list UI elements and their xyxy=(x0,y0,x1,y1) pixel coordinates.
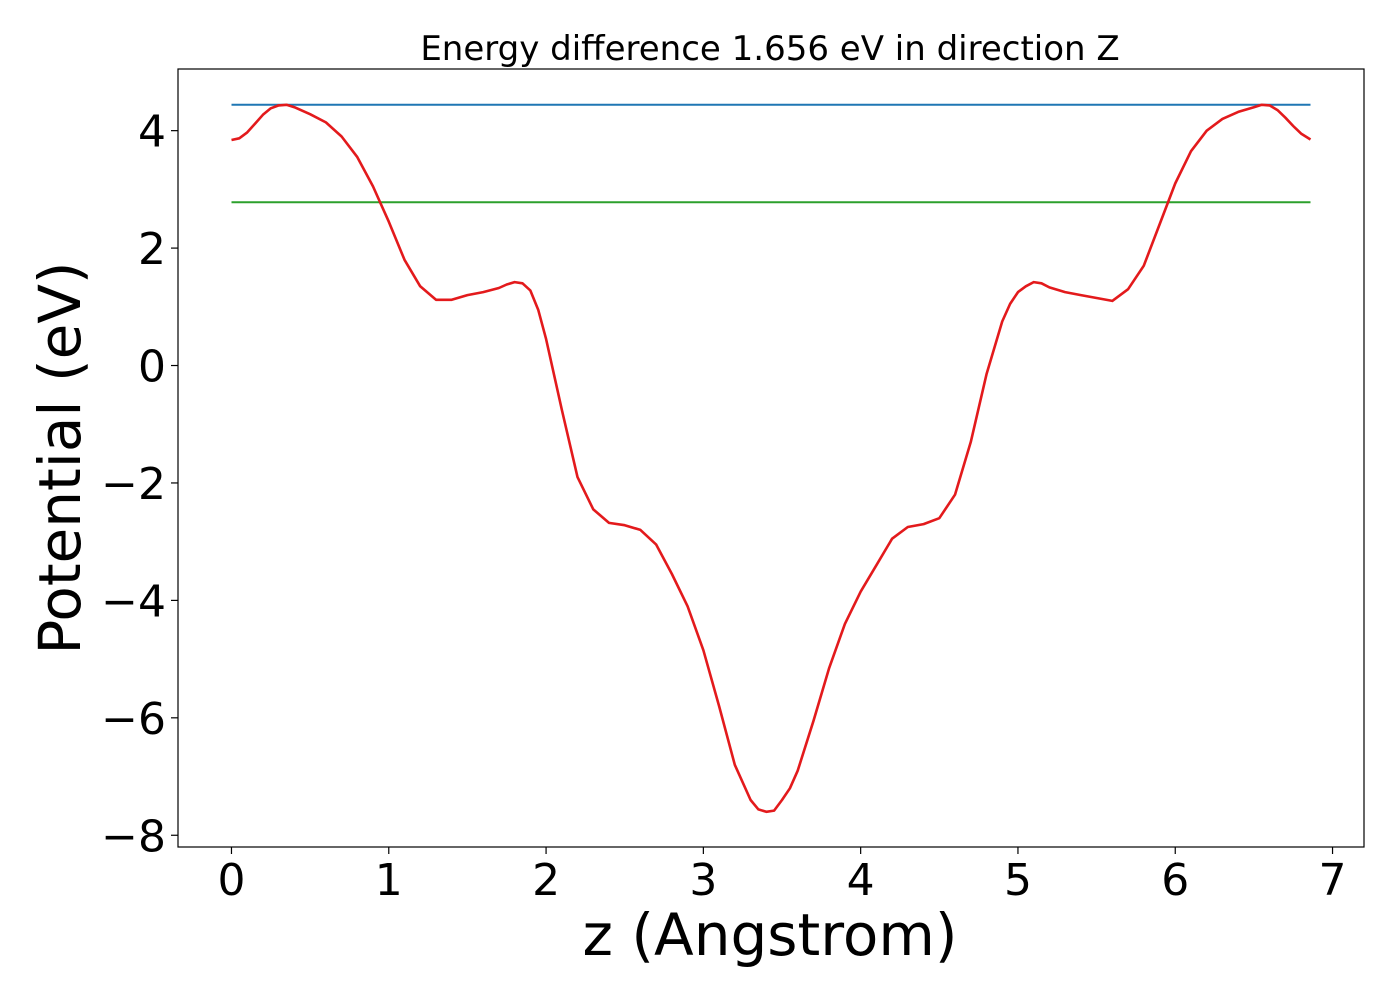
y-tick-label: 0 xyxy=(138,342,166,393)
x-tick-label: 7 xyxy=(1319,855,1347,906)
series-line-2 xyxy=(231,103,1312,814)
y-tick-label: 2 xyxy=(138,224,166,275)
y-tick-label: −2 xyxy=(101,459,166,510)
chart-title: Energy difference 1.656 eV in direction … xyxy=(420,29,1119,69)
plot-frame xyxy=(177,68,1365,848)
x-tick-label: 0 xyxy=(217,855,245,906)
x-tick-label: 2 xyxy=(532,855,560,906)
x-tick-label: 6 xyxy=(1161,855,1189,906)
series-lines xyxy=(231,103,1312,814)
x-tick-label: 3 xyxy=(689,855,717,906)
y-axis-ticks: −8 −6 −4 −2 0 2 4 xyxy=(101,107,178,862)
x-axis-ticks: 0 1 2 3 4 5 6 7 xyxy=(217,847,1347,906)
y-tick-label: 4 xyxy=(138,107,166,158)
y-tick-label: −4 xyxy=(101,576,166,627)
x-axis-label: z (Angstrom) xyxy=(583,901,958,969)
y-tick-label: −8 xyxy=(101,811,166,862)
x-tick-label: 1 xyxy=(375,855,403,906)
x-tick-label: 5 xyxy=(1004,855,1032,906)
y-tick-label: −6 xyxy=(101,694,166,745)
y-axis-label: Potential (eV) xyxy=(26,261,94,654)
x-tick-label: 4 xyxy=(847,855,875,906)
